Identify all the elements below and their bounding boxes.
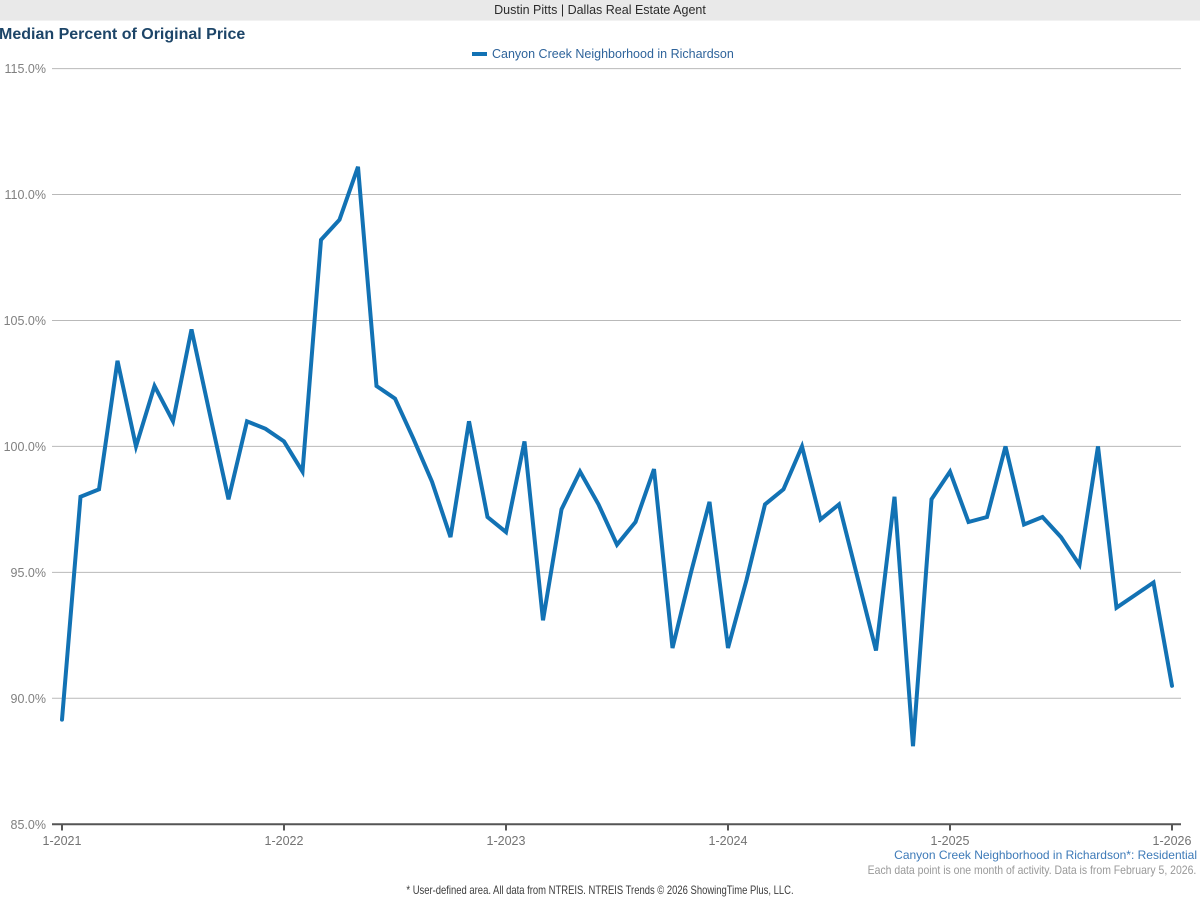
svg-text:110.0%: 110.0%: [5, 188, 46, 202]
svg-text:100.0%: 100.0%: [4, 440, 46, 454]
svg-text:1-2023: 1-2023: [487, 834, 526, 848]
svg-text:95.0%: 95.0%: [11, 566, 46, 580]
svg-text:1-2025: 1-2025: [931, 834, 970, 848]
svg-text:1-2021: 1-2021: [43, 834, 82, 848]
svg-text:85.0%: 85.0%: [11, 818, 46, 832]
svg-text:1-2022: 1-2022: [265, 834, 304, 848]
svg-text:1-2026: 1-2026: [1153, 834, 1192, 848]
svg-text:1-2024: 1-2024: [709, 834, 748, 848]
svg-text:105.0%: 105.0%: [4, 314, 46, 328]
svg-text:90.0%: 90.0%: [11, 692, 46, 706]
svg-text:115.0%: 115.0%: [5, 62, 46, 76]
